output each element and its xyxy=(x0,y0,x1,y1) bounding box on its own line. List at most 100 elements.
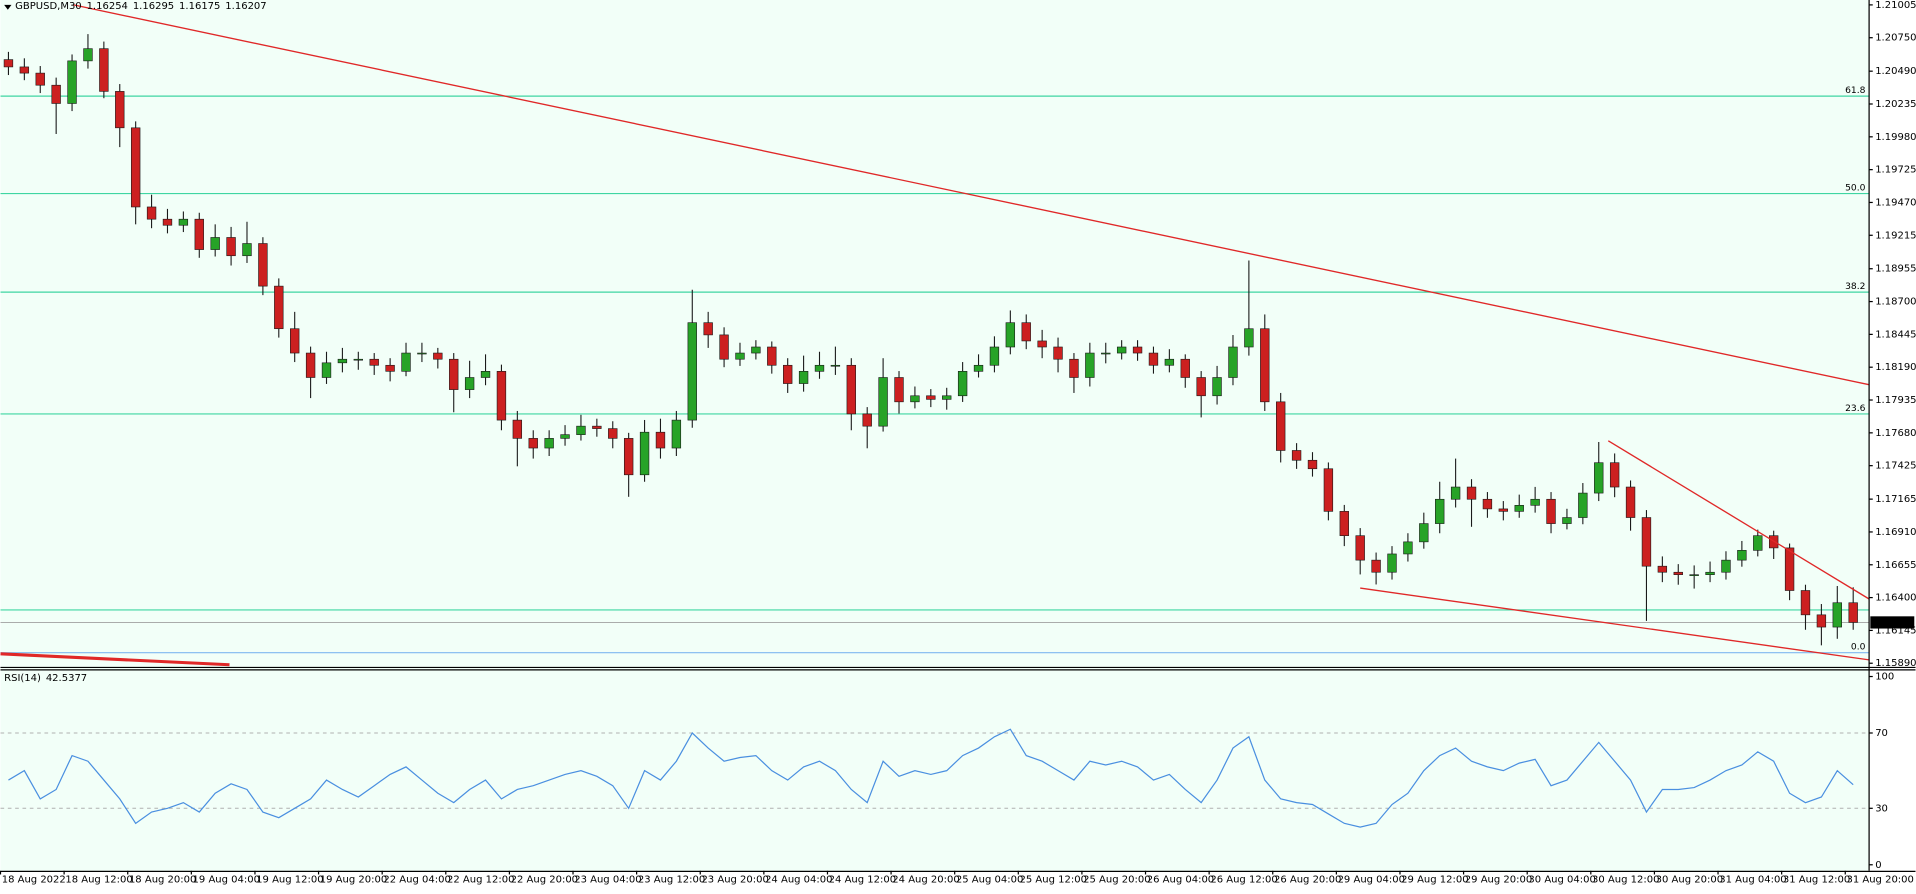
fib-level-label: 38.2 xyxy=(1845,282,1865,292)
x-tick-label: 22 Aug 20:00 xyxy=(511,874,578,885)
candle-body xyxy=(1450,486,1461,500)
candle-body xyxy=(1164,358,1175,366)
current-price-box xyxy=(1870,616,1915,629)
candle-body xyxy=(1800,590,1811,616)
header-value: 1.16207 xyxy=(225,1,266,12)
candle-body xyxy=(19,66,30,74)
candle-body xyxy=(1753,535,1763,551)
candle-body xyxy=(1578,492,1588,518)
candle-body xyxy=(671,419,682,449)
fib-level-label: 61.8 xyxy=(1845,86,1866,96)
candle-body xyxy=(1339,511,1349,536)
plot-background xyxy=(0,0,1870,871)
candle-body xyxy=(1609,462,1620,488)
candle-body xyxy=(1403,541,1413,555)
x-tick-label: 22 Aug 04:00 xyxy=(383,874,450,885)
y-tick-label: 1.16910 xyxy=(1875,527,1916,538)
candle-body xyxy=(464,377,475,390)
x-tick-label: 24 Aug 04:00 xyxy=(765,874,832,885)
candle-body xyxy=(926,395,936,400)
x-tick-label: 25 Aug 12:00 xyxy=(1020,874,1087,885)
candle-body xyxy=(242,243,252,257)
trendline xyxy=(73,4,1870,386)
candle-body xyxy=(369,358,379,366)
y-tick-label: 1.16145 xyxy=(1875,625,1916,636)
candle-body xyxy=(3,59,14,68)
y-tick-label: 1.19980 xyxy=(1875,132,1916,143)
candle-body xyxy=(687,322,697,421)
x-tick-label: 23 Aug 04:00 xyxy=(574,874,641,885)
candle-body xyxy=(1625,486,1636,518)
x-tick-label: 25 Aug 04:00 xyxy=(956,874,1023,885)
candle-body xyxy=(1657,565,1668,573)
candle-body xyxy=(639,431,650,476)
y-tick-label: 1.17425 xyxy=(1875,461,1916,472)
candle-body xyxy=(178,218,189,226)
candle-body xyxy=(1482,498,1493,510)
candle-body xyxy=(99,48,109,92)
x-tick-label: 29 Aug 12:00 xyxy=(1401,874,1468,885)
candle-body xyxy=(1307,459,1318,470)
candle-body xyxy=(130,127,141,208)
candle-body xyxy=(512,419,523,439)
x-tick-label: 30 Aug 04:00 xyxy=(1528,874,1595,885)
layers: 61.8 50.0 38.2 23.6 0.0 xyxy=(0,4,1870,828)
x-tick-label: 29 Aug 20:00 xyxy=(1465,874,1532,885)
candle-body xyxy=(719,334,729,360)
x-tick-label: 18 Aug 12:00 xyxy=(65,874,132,885)
candle-body xyxy=(305,352,316,378)
fib-level-label: 0.0 xyxy=(1851,643,1866,653)
candle-body xyxy=(496,371,507,421)
x-tick-label: 30 Aug 12:00 xyxy=(1592,874,1659,885)
y-tick-label: 1.16655 xyxy=(1875,560,1916,571)
y-tick-label: 1.18190 xyxy=(1875,362,1916,373)
x-tick-label: 31 Aug 12:00 xyxy=(1783,874,1850,885)
candle-body xyxy=(385,364,395,372)
rsi-y-tick-label: 70 xyxy=(1875,728,1888,739)
rsi-y-tick-label: 30 xyxy=(1875,803,1888,814)
y-tick-label: 1.20490 xyxy=(1875,66,1916,77)
chart-title: GBPUSD,M30 xyxy=(15,1,82,12)
candle-body xyxy=(1641,517,1652,567)
x-tick-label: 19 Aug 20:00 xyxy=(320,874,387,885)
x-tick-label: 22 Aug 12:00 xyxy=(447,874,514,885)
y-tick-label: 1.20750 xyxy=(1875,33,1916,44)
y-tick-label: 1.15890 xyxy=(1875,658,1916,669)
x-tick-label: 29 Aug 04:00 xyxy=(1338,874,1405,885)
candle-body xyxy=(1148,352,1159,366)
candle-body xyxy=(1180,358,1190,378)
candle-body xyxy=(1228,346,1238,378)
candle-body xyxy=(274,285,284,330)
x-tick-label: 25 Aug 20:00 xyxy=(1083,874,1150,885)
candle-body xyxy=(942,395,952,400)
candle-body xyxy=(1419,523,1429,543)
candle-body xyxy=(337,358,348,364)
trendline xyxy=(0,652,230,667)
candle-body xyxy=(735,352,745,360)
candle-body xyxy=(1721,559,1731,573)
candle-body xyxy=(1848,602,1858,623)
y-tick-label: 1.18700 xyxy=(1875,297,1916,308)
rsi-line xyxy=(8,728,1854,828)
candle-body xyxy=(592,425,602,429)
candle-body xyxy=(1816,614,1827,628)
candle-body xyxy=(1498,508,1509,512)
candle-body xyxy=(751,346,761,354)
candle-body xyxy=(1705,571,1715,575)
candle-body xyxy=(194,218,204,250)
candle-body xyxy=(957,371,968,397)
candle-body xyxy=(1005,322,1016,348)
candle-body xyxy=(35,72,45,86)
candle-body xyxy=(1116,346,1127,354)
x-tick-label: 18 Aug 2022 xyxy=(2,874,66,885)
candle-body xyxy=(1514,505,1524,512)
y-tick-label: 1.21005 xyxy=(1875,0,1916,11)
candle-body xyxy=(321,362,332,378)
trendline xyxy=(1360,587,1870,661)
y-tick-label: 1.18445 xyxy=(1875,329,1916,340)
candle-body xyxy=(480,371,491,378)
candle-body xyxy=(433,352,443,360)
candle-body xyxy=(830,364,841,367)
candle-body xyxy=(210,237,220,250)
